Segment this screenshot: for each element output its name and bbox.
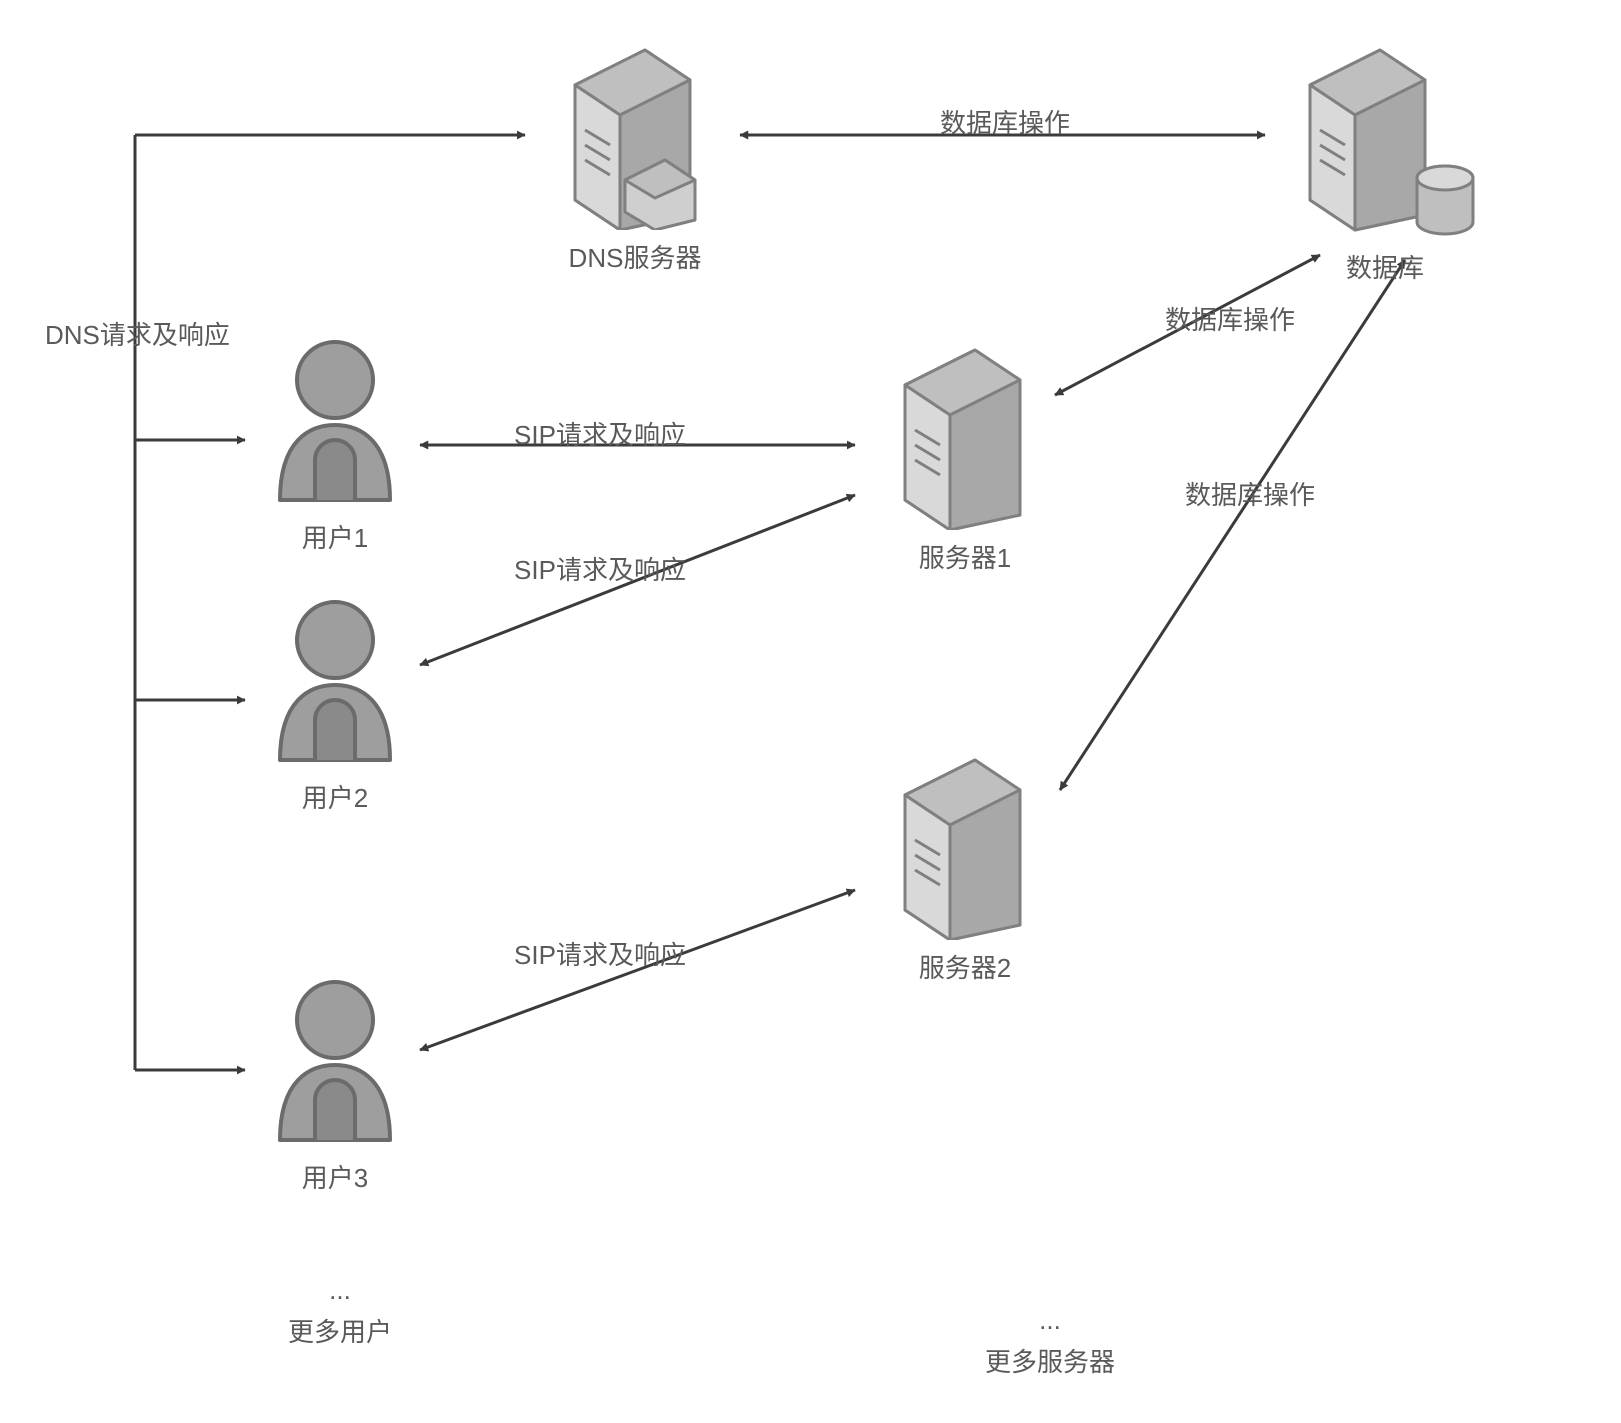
more-servers-dots: ... bbox=[950, 1300, 1150, 1342]
person-icon bbox=[260, 590, 410, 775]
more-servers-label: 更多服务器 bbox=[950, 1342, 1150, 1384]
edge-s2-db bbox=[1060, 260, 1405, 790]
dns-server-label: DNS服务器 bbox=[540, 243, 730, 274]
user1-label: 用户1 bbox=[255, 523, 415, 554]
more-servers-block: ... 更多服务器 bbox=[950, 1300, 1150, 1383]
more-users-label: 更多用户 bbox=[260, 1312, 420, 1354]
edge-label-u2-s1: SIP请求及响应 bbox=[514, 555, 686, 586]
node-dns-server: DNS服务器 bbox=[540, 30, 730, 274]
edge-label-u3-s2: SIP请求及响应 bbox=[514, 940, 686, 971]
database-icon bbox=[1285, 30, 1485, 245]
server1-label: 服务器1 bbox=[870, 543, 1060, 574]
database-label: 数据库 bbox=[1280, 253, 1490, 284]
server-icon bbox=[880, 330, 1050, 535]
diagram-canvas: DNS服务器 数据库 bbox=[0, 0, 1621, 1423]
node-database: 数据库 bbox=[1280, 30, 1490, 284]
user2-label: 用户2 bbox=[255, 783, 415, 814]
edge-label-s2-db: 数据库操作 bbox=[1185, 480, 1315, 511]
node-server2: 服务器2 bbox=[870, 740, 1060, 984]
edge-label-dns-bus: DNS请求及响应 bbox=[45, 320, 230, 351]
person-icon bbox=[260, 330, 410, 515]
node-user1: 用户1 bbox=[255, 330, 415, 554]
person-icon bbox=[260, 970, 410, 1155]
node-user3: 用户3 bbox=[255, 970, 415, 1194]
user3-label: 用户3 bbox=[255, 1163, 415, 1194]
more-users-block: ... 更多用户 bbox=[260, 1270, 420, 1353]
node-user2: 用户2 bbox=[255, 590, 415, 814]
server2-label: 服务器2 bbox=[870, 953, 1060, 984]
node-server1: 服务器1 bbox=[870, 330, 1060, 574]
more-users-dots: ... bbox=[260, 1270, 420, 1312]
edge-label-s1-db: 数据库操作 bbox=[1165, 305, 1295, 336]
edge-label-dns-db: 数据库操作 bbox=[940, 108, 1070, 139]
server-icon bbox=[550, 30, 720, 235]
server-icon bbox=[880, 740, 1050, 945]
edge-label-u1-s1: SIP请求及响应 bbox=[514, 420, 686, 451]
